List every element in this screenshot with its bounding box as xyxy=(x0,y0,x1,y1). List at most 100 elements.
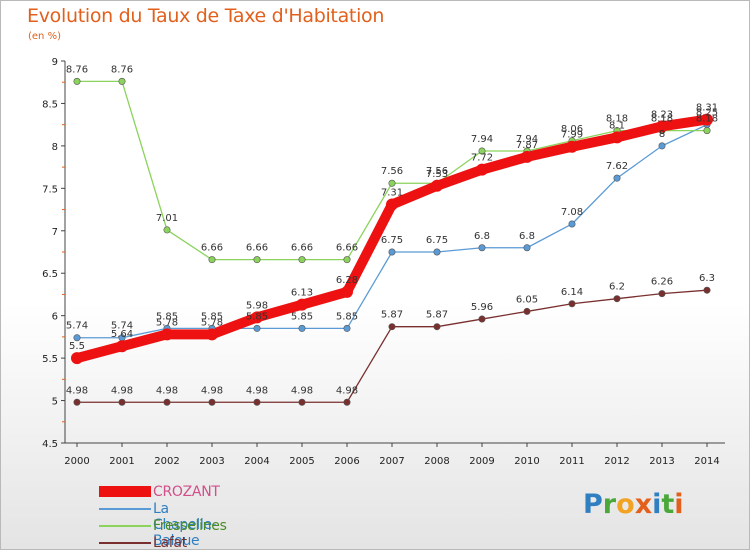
data-point xyxy=(73,77,81,85)
data-label: 6.14 xyxy=(561,287,583,298)
data-label: 6.05 xyxy=(516,294,538,305)
data-point xyxy=(116,340,128,353)
data-point xyxy=(476,163,488,176)
x-tick-label: 2000 xyxy=(64,456,89,467)
data-label: 8.76 xyxy=(111,64,133,75)
x-tick-label: 2009 xyxy=(469,456,494,467)
y-tick-label: 4.5 xyxy=(42,439,58,450)
data-point xyxy=(386,198,398,211)
data-point xyxy=(298,398,306,406)
data-label: 5.85 xyxy=(156,311,178,322)
data-label: 6.28 xyxy=(336,275,358,286)
x-tick-label: 2011 xyxy=(559,456,584,467)
data-point xyxy=(523,244,531,252)
data-label: 7.99 xyxy=(561,130,583,141)
legend-swatch-la-chapelle-baloue xyxy=(99,508,151,510)
data-point xyxy=(388,179,396,187)
data-point xyxy=(433,248,441,256)
data-point xyxy=(703,127,711,135)
data-label: 5.74 xyxy=(66,321,88,332)
legend-swatch-lafat xyxy=(99,542,151,544)
data-label: 5.78 xyxy=(201,317,223,328)
data-point xyxy=(296,298,308,311)
x-tick-label: 2007 xyxy=(379,456,404,467)
data-label: 5.78 xyxy=(156,317,178,328)
y-tick-label: 8 xyxy=(52,142,58,153)
data-point xyxy=(613,295,621,303)
data-label: 5.85 xyxy=(336,311,358,322)
data-point xyxy=(388,248,396,256)
legend-swatch-crozant xyxy=(99,486,151,497)
data-label: 5.96 xyxy=(471,302,493,313)
data-label: 5.98 xyxy=(246,300,268,311)
data-point xyxy=(568,300,576,308)
data-point xyxy=(701,113,713,126)
y-tick-label: 6 xyxy=(52,312,58,323)
data-label: 5.87 xyxy=(381,310,403,321)
data-point xyxy=(433,323,441,331)
data-point xyxy=(568,220,576,228)
axes: 4.5 5 5.5 6 6.5 7 7.5 8 8.5 9 2000 2001 2002 2003 2004… xyxy=(42,57,725,467)
data-label: 7.72 xyxy=(471,153,493,164)
data-point xyxy=(523,307,531,315)
data-point xyxy=(208,256,216,264)
data-label: 6.8 xyxy=(519,231,535,242)
data-point xyxy=(71,352,83,365)
data-label: 7.56 xyxy=(381,166,403,177)
data-label: 7.87 xyxy=(516,140,538,151)
x-tick-label: 2001 xyxy=(109,456,134,467)
y-tick-label: 5.5 xyxy=(42,354,58,365)
data-label: 8.25 xyxy=(696,108,718,119)
chart-title: Evolution du Taux de Taxe d'Habitation xyxy=(27,5,385,27)
data-point xyxy=(73,398,81,406)
data-point xyxy=(341,285,353,298)
data-point xyxy=(343,256,351,264)
data-label: 8.18 xyxy=(606,114,628,125)
data-point xyxy=(478,147,486,155)
legend-label-lafat: Lafat xyxy=(153,535,187,550)
data-label: 5.64 xyxy=(111,329,133,340)
data-label: 5.85 xyxy=(201,311,223,322)
data-label: 8.76 xyxy=(66,64,88,75)
data-label: 5.87 xyxy=(426,310,448,321)
data-label: 4.98 xyxy=(156,385,178,396)
data-point xyxy=(656,120,668,133)
unit-label: (en %) xyxy=(28,31,61,42)
data-label: 6.66 xyxy=(201,243,223,254)
data-label: 4.98 xyxy=(336,385,358,396)
data-point xyxy=(253,256,261,264)
legend-label-la-chapelle-baloue: La Chapelle-Baloue xyxy=(153,501,217,549)
data-label: 4.98 xyxy=(246,385,268,396)
data-point xyxy=(613,174,621,182)
data-label: 8 xyxy=(659,129,665,140)
data-point xyxy=(208,398,216,406)
x-tick-label: 2008 xyxy=(424,456,449,467)
data-point xyxy=(118,77,126,85)
x-tick-label: 2006 xyxy=(334,456,359,467)
x-tick-label: 2002 xyxy=(154,456,179,467)
data-label: 4.98 xyxy=(201,385,223,396)
data-label: 6.2 xyxy=(609,282,625,293)
data-label: 6.26 xyxy=(651,277,673,288)
y-tick-label: 7.5 xyxy=(42,184,58,195)
legend-swatch-fresselines xyxy=(99,525,151,527)
data-point xyxy=(253,398,261,406)
data-label: 6.13 xyxy=(291,288,313,299)
data-point xyxy=(478,315,486,323)
data-point xyxy=(206,328,218,341)
x-tick-label: 2003 xyxy=(199,456,224,467)
data-point xyxy=(161,328,173,341)
data-label: 8.18 xyxy=(696,114,718,125)
data-point xyxy=(388,323,396,331)
x-tick-label: 2013 xyxy=(649,456,674,467)
y-tick-label: 9 xyxy=(52,57,58,68)
y-tick-label: 8.5 xyxy=(42,99,58,110)
data-point xyxy=(343,324,351,332)
data-label: 7.94 xyxy=(471,134,493,145)
series-line xyxy=(76,124,708,339)
data-label: 7.01 xyxy=(156,213,178,224)
data-point xyxy=(703,286,711,294)
data-label: 6.8 xyxy=(474,231,490,242)
data-label: 5.5 xyxy=(69,341,85,352)
